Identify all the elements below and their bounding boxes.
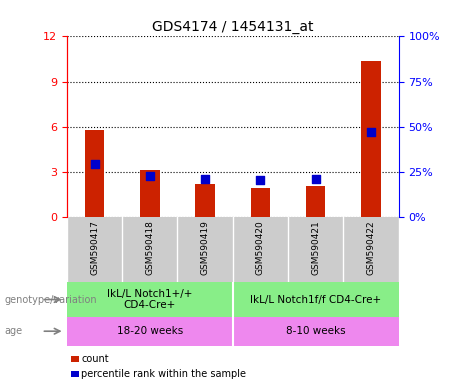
- Text: GSM590421: GSM590421: [311, 220, 320, 275]
- Text: GSM590417: GSM590417: [90, 220, 99, 275]
- Bar: [361, 61, 381, 217]
- Text: age: age: [5, 326, 23, 336]
- Point: [257, 177, 264, 183]
- Text: IkL/L Notch1f/f CD4-Cre+: IkL/L Notch1f/f CD4-Cre+: [250, 295, 381, 305]
- Text: percentile rank within the sample: percentile rank within the sample: [81, 369, 246, 379]
- Text: 8-10 weeks: 8-10 weeks: [286, 326, 346, 336]
- Point: [312, 175, 319, 182]
- Bar: [251, 189, 270, 217]
- Text: GSM590422: GSM590422: [366, 220, 376, 275]
- Text: GSM590419: GSM590419: [201, 220, 210, 275]
- Text: genotype/variation: genotype/variation: [5, 295, 97, 305]
- Text: 18-20 weeks: 18-20 weeks: [117, 326, 183, 336]
- Bar: [140, 170, 160, 217]
- Bar: [85, 131, 104, 217]
- Bar: [306, 186, 325, 217]
- Point: [91, 161, 98, 167]
- Text: GSM590420: GSM590420: [256, 220, 265, 275]
- Point: [146, 172, 154, 179]
- Title: GDS4174 / 1454131_at: GDS4174 / 1454131_at: [152, 20, 313, 34]
- Point: [367, 129, 375, 135]
- Text: GSM590418: GSM590418: [145, 220, 154, 275]
- Bar: [195, 184, 215, 217]
- Text: count: count: [81, 354, 109, 364]
- Point: [201, 175, 209, 182]
- Text: IkL/L Notch1+/+
CD4-Cre+: IkL/L Notch1+/+ CD4-Cre+: [107, 289, 193, 310]
